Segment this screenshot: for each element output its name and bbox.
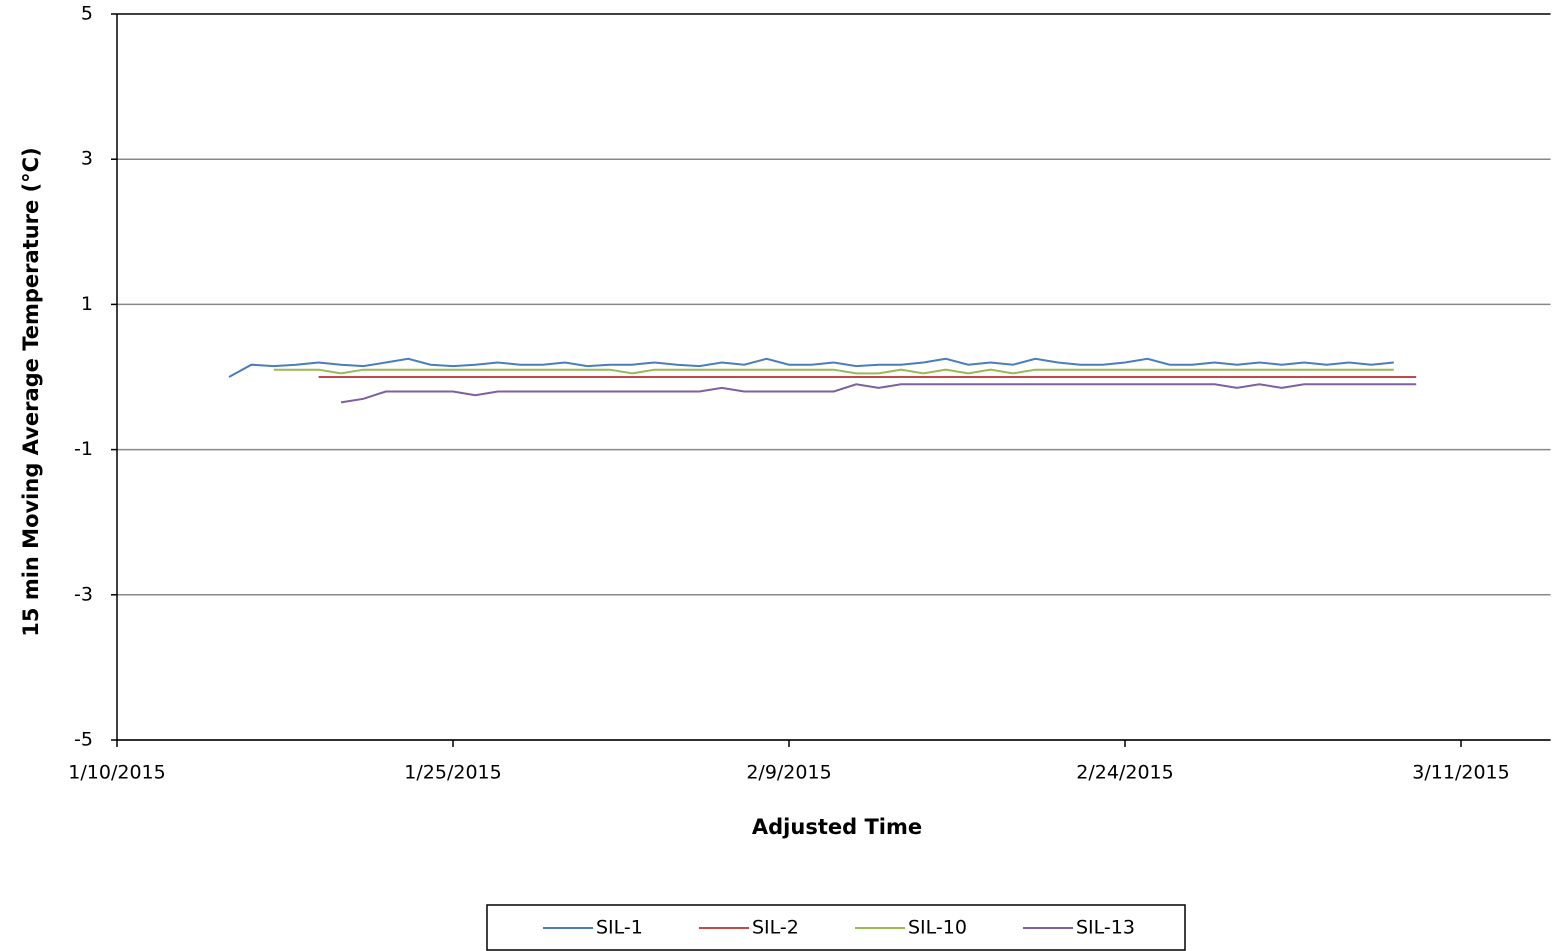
x-tick-label: 2/24/2015 xyxy=(1076,762,1173,784)
series-line xyxy=(228,357,1394,378)
series-line xyxy=(273,368,1394,375)
x-tick-label: 3/11/2015 xyxy=(1412,762,1509,784)
x-tick-label: 1/25/2015 xyxy=(404,762,501,784)
x-axis-title: Adjusted Time xyxy=(752,815,922,839)
legend-label: SIL-1 xyxy=(596,917,643,939)
y-tick-label: 5 xyxy=(81,3,93,25)
y-axis-title: 15 min Moving Average Temperature (°C) xyxy=(19,147,43,636)
y-tick-label: 1 xyxy=(81,293,93,315)
series-line xyxy=(340,383,1417,404)
y-tick-label: -1 xyxy=(74,438,93,460)
y-tick-label: -3 xyxy=(74,583,93,605)
y-tick-label: 3 xyxy=(81,148,93,170)
x-tick-label: 2/9/2015 xyxy=(746,762,831,784)
y-tick-label: -5 xyxy=(74,729,93,751)
x-tick-label: 1/10/2015 xyxy=(68,762,165,784)
legend-label: SIL-13 xyxy=(1076,917,1135,939)
legend-label: SIL-10 xyxy=(908,917,967,939)
legend-label: SIL-2 xyxy=(752,917,799,939)
